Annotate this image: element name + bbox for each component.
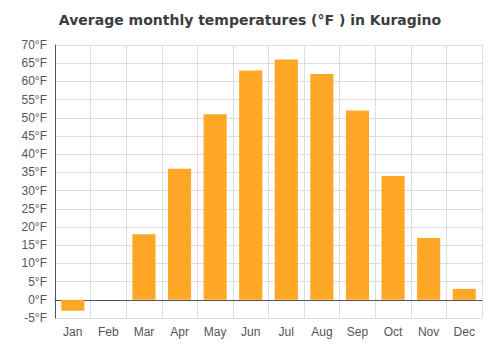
svg-text:Nov: Nov: [418, 325, 439, 339]
svg-text:60°F: 60°F: [22, 74, 47, 88]
svg-text:Mar: Mar: [134, 325, 155, 339]
svg-text:35°F: 35°F: [22, 165, 47, 179]
svg-text:Sep: Sep: [347, 325, 369, 339]
svg-text:0°F: 0°F: [28, 293, 47, 307]
svg-text:Oct: Oct: [384, 325, 403, 339]
svg-text:20°F: 20°F: [22, 220, 47, 234]
svg-text:May: May: [204, 325, 227, 339]
svg-text:-5°F: -5°F: [24, 311, 47, 325]
svg-text:10°F: 10°F: [22, 256, 47, 270]
svg-text:Dec: Dec: [454, 325, 475, 339]
svg-text:25°F: 25°F: [22, 202, 47, 216]
svg-text:Feb: Feb: [98, 325, 119, 339]
svg-text:Aug: Aug: [311, 325, 332, 339]
svg-text:15°F: 15°F: [22, 238, 47, 252]
svg-text:65°F: 65°F: [22, 56, 47, 70]
svg-text:40°F: 40°F: [22, 147, 47, 161]
svg-text:Jan: Jan: [63, 325, 82, 339]
svg-text:55°F: 55°F: [22, 93, 47, 107]
svg-text:70°F: 70°F: [22, 38, 47, 52]
svg-text:Jul: Jul: [279, 325, 294, 339]
svg-text:Jun: Jun: [241, 325, 260, 339]
svg-text:Apr: Apr: [170, 325, 189, 339]
svg-text:30°F: 30°F: [22, 184, 47, 198]
svg-text:Average monthly temperatures (: Average monthly temperatures (°F ) in Ku…: [59, 12, 442, 28]
svg-text:45°F: 45°F: [22, 129, 47, 143]
svg-text:5°F: 5°F: [28, 275, 47, 289]
svg-text:50°F: 50°F: [22, 111, 47, 125]
